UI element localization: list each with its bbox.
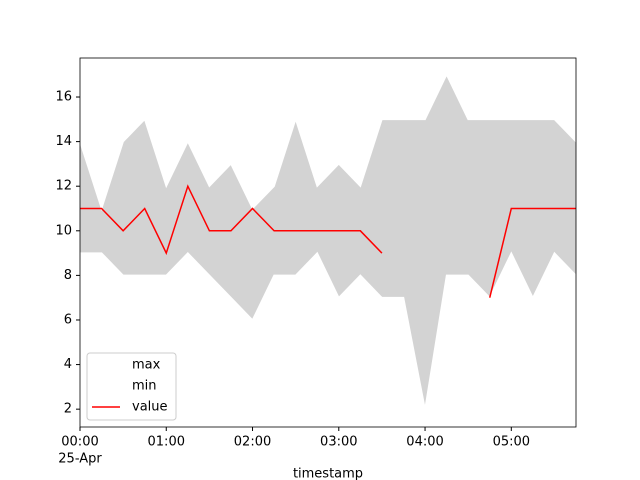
series-line bbox=[79, 72, 577, 211]
series-line bbox=[80, 184, 576, 298]
y-tick-label: 4 bbox=[64, 357, 72, 372]
y-tick-label: 10 bbox=[55, 223, 72, 238]
y-tick-label: 12 bbox=[55, 179, 72, 194]
x-tick-label: 00:00 bbox=[61, 435, 98, 450]
series-line bbox=[80, 251, 577, 410]
x-tick-label: 05:00 bbox=[493, 435, 530, 450]
x-tick-label: 03:00 bbox=[320, 435, 357, 450]
x-date-label: 25-Apr bbox=[58, 452, 102, 467]
x-tick-label: 01:00 bbox=[148, 435, 185, 450]
y-tick-label: 6 bbox=[64, 312, 72, 327]
y-tick-label: 14 bbox=[55, 134, 72, 149]
y-tick-label: 8 bbox=[64, 268, 72, 283]
y-tick-label: 2 bbox=[64, 402, 72, 417]
x-tick-label: 04:00 bbox=[406, 435, 443, 450]
legend: max min value bbox=[86, 352, 177, 421]
band-area bbox=[80, 74, 576, 410]
legend-label: min bbox=[132, 379, 157, 394]
x-axis-label: timestamp bbox=[293, 467, 363, 480]
plot-frame bbox=[79, 57, 577, 428]
legend-box bbox=[86, 352, 177, 421]
x-tick-label: 02:00 bbox=[234, 435, 271, 450]
legend-label: value bbox=[132, 400, 168, 415]
legend-label: max bbox=[132, 358, 161, 373]
y-tick-label: 16 bbox=[55, 90, 72, 105]
